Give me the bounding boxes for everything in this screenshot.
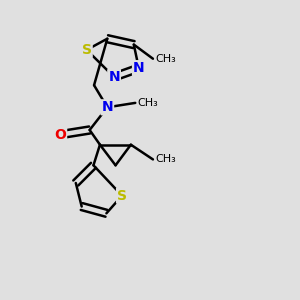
Text: N: N <box>101 100 113 114</box>
Text: S: S <box>117 189 127 202</box>
Text: CH₃: CH₃ <box>155 54 176 64</box>
Text: N: N <box>108 70 120 84</box>
Text: O: O <box>54 128 66 142</box>
Text: N: N <box>133 61 145 75</box>
Text: CH₃: CH₃ <box>138 98 158 108</box>
Text: CH₃: CH₃ <box>155 154 176 164</box>
Text: S: S <box>82 43 92 57</box>
